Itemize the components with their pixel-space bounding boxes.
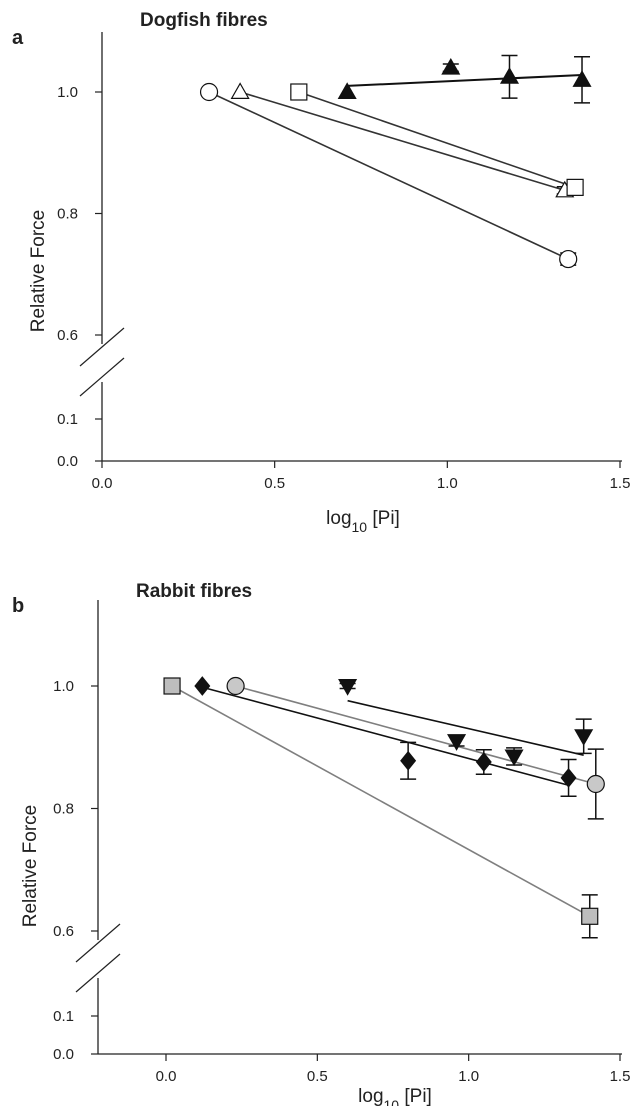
series-0-fit-line xyxy=(208,91,569,260)
x-tick-label: 0.0 xyxy=(156,1068,177,1085)
series-0-point-0 xyxy=(163,677,181,695)
y-tick-label: 1.0 xyxy=(57,84,78,101)
chart-panel-b: b Rabbit fibres 0.0 0.5 1.0 1.5 0.0 0.1 0.6 0.8 1.… xyxy=(12,581,631,1111)
axis-break-mark xyxy=(79,357,125,397)
x-axis-label: log10 [Pi] xyxy=(358,1086,432,1106)
series-2-point-2 xyxy=(475,752,492,772)
chart-title: Dogfish fibres xyxy=(140,10,268,31)
series-2-point-1 xyxy=(566,178,584,196)
y-tick-label: 0.8 xyxy=(53,801,74,818)
series-2-fit-line xyxy=(202,686,569,786)
y-tick-label: 0.1 xyxy=(57,411,78,428)
y-tick-label: 0.6 xyxy=(53,923,74,940)
y-tick-label: 0.6 xyxy=(57,327,78,344)
x-tick-label: 0.0 xyxy=(92,475,113,492)
y-tick-label: 1.0 xyxy=(53,678,74,695)
x-axis-label: log10 [Pi] xyxy=(326,508,400,535)
series-2-point-0 xyxy=(194,676,211,696)
series-2-point-1 xyxy=(400,750,417,771)
series-1-point-0 xyxy=(230,82,250,99)
x-tick-label: 1.5 xyxy=(610,475,631,492)
chart-title: Rabbit fibres xyxy=(136,581,252,602)
axis-break-mark xyxy=(79,327,125,367)
series-3-point-0 xyxy=(338,679,358,696)
x-tick-label: 1.0 xyxy=(458,1068,479,1085)
series-3-point-2 xyxy=(504,749,524,767)
series-1-point-1 xyxy=(586,774,605,794)
series-2-point-3 xyxy=(560,767,577,788)
series-3-fit-line xyxy=(347,699,584,756)
axis-break-mark xyxy=(75,923,121,963)
y-tick-label: 0.1 xyxy=(53,1008,74,1025)
axis-break-mark xyxy=(75,953,121,993)
y-tick-label: 0.0 xyxy=(57,453,78,470)
series-0-fit-line xyxy=(171,685,591,918)
series-3-fit-line xyxy=(347,73,583,87)
x-tick-label: 0.5 xyxy=(264,475,285,492)
series-2-fit-line xyxy=(298,91,576,189)
series-3-point-3 xyxy=(574,729,594,746)
y-axis-label: Relative Force xyxy=(20,805,41,928)
series-2-point-0 xyxy=(290,83,308,101)
series-3-point-1 xyxy=(441,57,461,75)
series-0-point-0 xyxy=(199,82,219,102)
series-0-point-1 xyxy=(581,907,599,925)
series-3-point-0 xyxy=(337,82,357,99)
series-3-point-1 xyxy=(447,734,467,751)
y-axis-label: Relative Force xyxy=(28,210,49,333)
chart-panel-a: a Dogfish fibres 0.0 0.5 1.0 1.5 0.0 0.1 0.6 0.8 1… xyxy=(12,10,630,535)
series-3-point-2 xyxy=(499,67,520,84)
panel-letter: a xyxy=(12,27,24,49)
y-tick-label: 0.8 xyxy=(57,206,78,223)
series-1-fit-line xyxy=(235,685,596,785)
y-tick-label: 0.0 xyxy=(53,1046,74,1063)
series-1-fit-line xyxy=(239,91,565,192)
series-0-point-1 xyxy=(559,249,578,269)
panel-letter: b xyxy=(12,595,24,617)
x-tick-label: 0.5 xyxy=(307,1068,328,1085)
series-1-point-0 xyxy=(226,676,245,696)
x-tick-label: 1.5 xyxy=(610,1068,631,1085)
x-tick-label: 1.0 xyxy=(437,475,458,492)
series-3-point-3 xyxy=(572,70,592,87)
